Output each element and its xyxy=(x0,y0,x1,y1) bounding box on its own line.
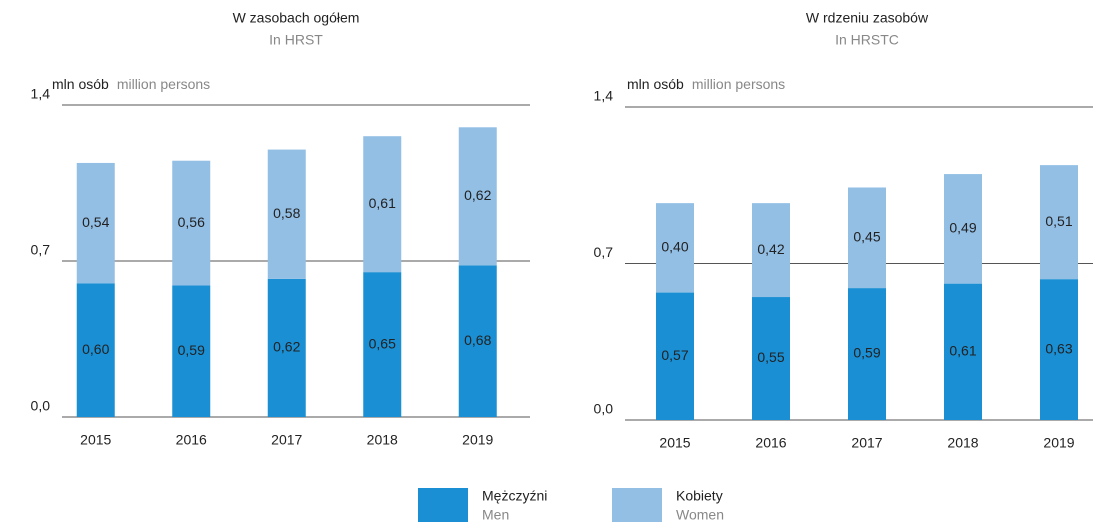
y-tick-label: 0,7 xyxy=(594,244,614,260)
x-tick-label: 2015 xyxy=(659,435,690,451)
x-tick-label: 2017 xyxy=(851,435,882,451)
bar-segment xyxy=(458,265,497,417)
chart-subtitle: In HRST xyxy=(269,32,323,48)
legend-label-en: Women xyxy=(676,507,724,523)
bar-segment xyxy=(76,162,115,284)
bar-segment xyxy=(267,278,306,417)
y-tick-label: 0,0 xyxy=(594,401,614,417)
legend-label: Mężczyźni xyxy=(482,488,547,504)
y-tick-label: 1,4 xyxy=(594,88,614,104)
y-tick-label: 1,4 xyxy=(31,86,51,102)
y-unit: mln osób million persons xyxy=(627,76,785,92)
bar-segment xyxy=(944,283,982,420)
bar-segment xyxy=(752,297,790,420)
y-unit-pl: mln osób xyxy=(627,76,684,92)
y-unit-en: million persons xyxy=(692,76,785,92)
bar-segment xyxy=(1040,279,1078,420)
value-label: 0,42 xyxy=(757,241,784,257)
bar-segment xyxy=(752,203,790,298)
legend-label-en: Men xyxy=(482,507,509,523)
value-label: 0,55 xyxy=(757,349,784,365)
value-label: 0,57 xyxy=(661,347,688,363)
chart-subtitle: In HRSTC xyxy=(835,32,899,48)
value-label: 0,59 xyxy=(178,342,205,358)
value-label: 0,62 xyxy=(464,187,491,203)
value-label: 0,56 xyxy=(178,214,205,230)
bar-segment xyxy=(76,283,115,417)
value-label: 0,51 xyxy=(1045,213,1072,229)
bar-segment xyxy=(267,149,306,279)
legend-label: Kobiety xyxy=(676,488,723,504)
legend-swatch xyxy=(418,488,468,522)
value-label: 0,58 xyxy=(273,205,300,221)
bar-segment xyxy=(363,272,402,417)
x-tick-label: 2019 xyxy=(462,432,493,448)
x-tick-label: 2015 xyxy=(80,432,111,448)
value-label: 0,40 xyxy=(661,239,688,255)
value-label: 0,62 xyxy=(273,339,300,355)
value-label: 0,49 xyxy=(949,220,976,236)
x-tick-label: 2018 xyxy=(947,435,978,451)
y-unit-en: million persons xyxy=(117,76,210,92)
bar-segment xyxy=(656,203,694,293)
value-label: 0,63 xyxy=(1045,340,1072,356)
value-label: 0,61 xyxy=(949,343,976,359)
x-tick-label: 2016 xyxy=(176,432,207,448)
chart-title: W rdzeniu zasobów xyxy=(806,10,929,26)
x-tick-label: 2019 xyxy=(1043,435,1074,451)
y-tick-label: 0,7 xyxy=(31,242,51,258)
value-label: 0,54 xyxy=(82,214,109,230)
chart-title: W zasobach ogółem xyxy=(233,10,360,26)
bar-segment xyxy=(944,174,982,284)
bar-segment xyxy=(458,127,497,266)
y-tick-label: 0,0 xyxy=(31,398,51,414)
value-label: 0,68 xyxy=(464,332,491,348)
bar-segment xyxy=(848,187,886,289)
value-label: 0,60 xyxy=(82,341,109,357)
bar-segment xyxy=(172,160,211,286)
bar-segment xyxy=(172,285,211,417)
value-label: 0,59 xyxy=(853,345,880,361)
x-tick-label: 2018 xyxy=(367,432,398,448)
value-label: 0,45 xyxy=(853,228,880,244)
value-label: 0,65 xyxy=(369,335,396,351)
value-label: 0,61 xyxy=(369,195,396,211)
y-unit: mln osób million persons xyxy=(52,76,210,92)
x-tick-label: 2017 xyxy=(271,432,302,448)
bar-segment xyxy=(363,136,402,273)
y-unit-pl: mln osób xyxy=(52,76,109,92)
bar-segment xyxy=(1040,165,1078,280)
bar-segment xyxy=(656,292,694,420)
x-tick-label: 2016 xyxy=(755,435,786,451)
bar-segment xyxy=(848,288,886,420)
legend-swatch xyxy=(612,488,662,522)
